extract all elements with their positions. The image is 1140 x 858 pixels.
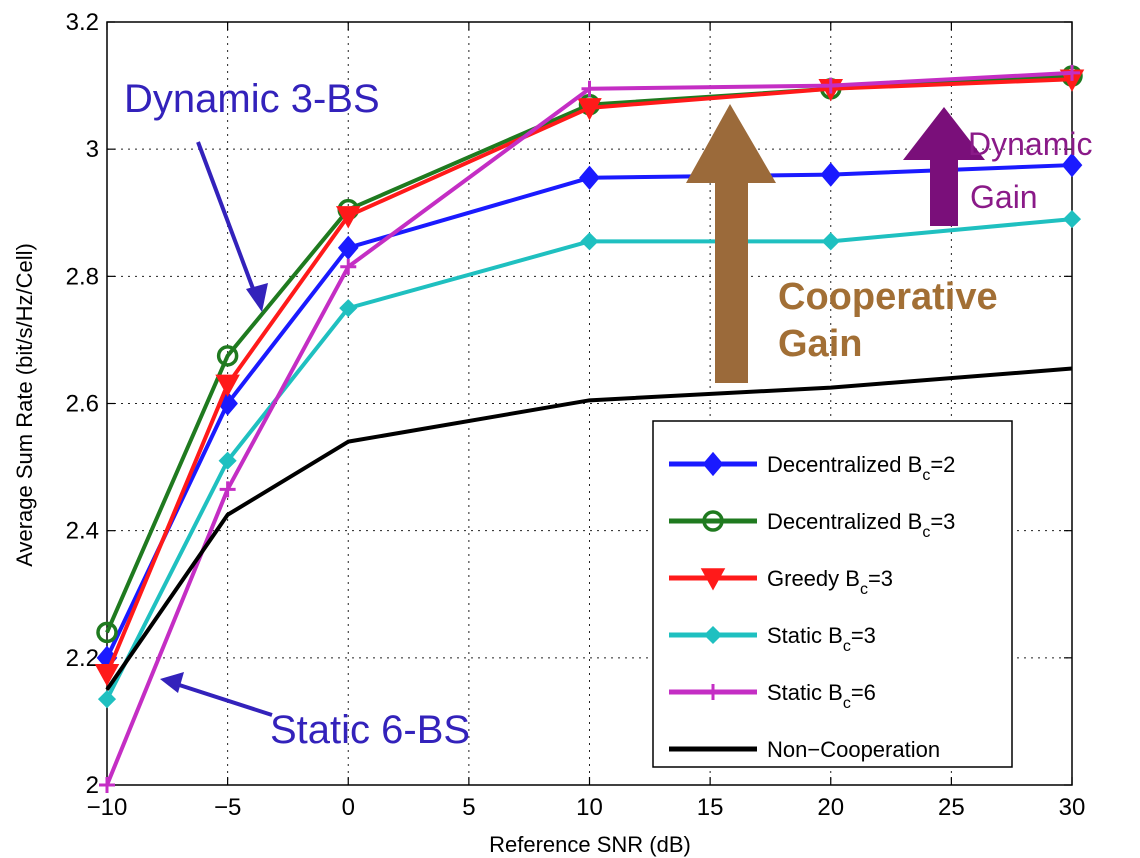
circle-marker xyxy=(216,345,239,367)
y-tick-label: 2.8 xyxy=(66,263,99,290)
cooperative-gain-arrow-head xyxy=(686,104,776,183)
annotation-dynamic: Dynamic xyxy=(968,126,1092,162)
series-line xyxy=(105,163,1073,659)
dynamic-3bs-arrow-line xyxy=(196,141,260,303)
triangle-marker xyxy=(335,206,361,229)
x-tick-label: 5 xyxy=(462,794,475,821)
series-6 xyxy=(105,366,1073,691)
triangle-marker xyxy=(577,98,602,121)
circle-marker xyxy=(96,621,118,644)
legend-label: Decentralized Bc=3 xyxy=(767,509,955,541)
y-tick-label: 2 xyxy=(86,772,99,799)
diamond-marker xyxy=(702,451,724,477)
diamond-marker xyxy=(337,235,359,260)
legend-item: Decentralized Bc=3 xyxy=(669,509,955,541)
x-tick-label: 0 xyxy=(342,794,355,821)
x-tick-label: 15 xyxy=(697,794,724,821)
legend-label: Static Bc=6 xyxy=(767,680,876,712)
annotation-dynamic-3bs: Dynamic 3-BS xyxy=(124,77,380,121)
legend-box xyxy=(652,420,1013,768)
legend-item: Decentralized Bc=2 xyxy=(669,451,955,484)
legend-label: Non−Cooperation xyxy=(767,737,940,762)
y-axis-label: Average Sum Rate (bit/s/Hz/Cell) xyxy=(12,243,37,567)
legend-item: Greedy Bc=3 xyxy=(669,566,893,598)
series-lines xyxy=(94,64,1085,793)
diamond-marker xyxy=(703,625,723,645)
diamond-marker xyxy=(97,690,117,709)
plus-marker xyxy=(705,684,721,700)
series-4 xyxy=(97,210,1082,709)
series-line xyxy=(105,77,1073,675)
diamond-marker xyxy=(339,299,358,318)
cooperative-gain-arrow-shaft xyxy=(715,183,748,383)
legend-label: Static Bc=3 xyxy=(767,623,876,655)
diamond-marker xyxy=(821,232,840,251)
dynamic-gain-arrow-head xyxy=(903,107,985,160)
plus-marker xyxy=(1064,64,1080,81)
x-tick-label: −10 xyxy=(87,794,128,821)
plus-marker xyxy=(99,777,115,793)
legend-item: Static Bc=3 xyxy=(669,623,876,655)
legend-label: Decentralized Bc=2 xyxy=(767,452,955,484)
diamond-marker xyxy=(218,451,237,470)
x-tick-label: 30 xyxy=(1059,794,1086,821)
x-axis-label: Reference SNR (dB) xyxy=(489,832,691,857)
triangle-marker xyxy=(700,568,726,591)
legend-item: Non−Cooperation xyxy=(669,737,940,762)
x-tick-label: 10 xyxy=(576,794,603,821)
y-tick-label: 2.4 xyxy=(66,518,99,545)
plus-marker xyxy=(219,481,236,498)
annotation-dynamic-gain: Gain xyxy=(970,179,1038,215)
static-6bs-arrow-line xyxy=(169,680,273,717)
diamond-marker xyxy=(1062,210,1082,229)
legend: Decentralized Bc=2 Decentralized Bc=3 Gree… xyxy=(652,420,1013,768)
x-tick-label: −5 xyxy=(214,794,241,821)
circle-marker xyxy=(702,510,724,532)
series-line xyxy=(105,70,1073,786)
diamond-marker xyxy=(580,232,599,251)
series-line xyxy=(105,366,1073,691)
plus-marker xyxy=(822,77,839,94)
legend-label: Greedy Bc=3 xyxy=(767,566,893,598)
dynamic-gain-arrow-shaft xyxy=(930,160,958,226)
triangle-marker xyxy=(215,374,240,397)
x-tick-label: 20 xyxy=(817,794,844,821)
diamond-marker xyxy=(1061,152,1083,178)
diamond-marker xyxy=(820,162,842,187)
annotation-static-6bs: Static 6-BS xyxy=(270,708,470,752)
annotations: Dynamic 3-BS Static 6-BS Cooperative Gain Dy… xyxy=(124,77,1092,752)
x-tick-label: 25 xyxy=(938,794,965,821)
y-tick-label: 2.6 xyxy=(66,391,99,418)
axis-ticks: −10 −5 0 5 10 15 20 25 30 2 2.2 2.4 2.6 2.8 3 3.2 xyxy=(66,9,1086,821)
series-1 xyxy=(96,152,1083,670)
series-line xyxy=(105,217,1073,701)
static-6bs-arrow-head xyxy=(160,672,184,693)
diamond-marker xyxy=(579,165,600,190)
dynamic-3bs-arrow-head xyxy=(246,283,268,312)
annotation-cooperative-gain: Gain xyxy=(778,323,862,365)
y-tick-label: 2.2 xyxy=(66,645,99,672)
legend-item: Static Bc=6 xyxy=(669,680,876,712)
plus-marker xyxy=(581,80,598,97)
y-tick-label: 3 xyxy=(86,136,99,163)
series-5 xyxy=(99,64,1080,793)
triangle-marker xyxy=(94,663,120,687)
y-tick-label: 3.2 xyxy=(66,9,99,36)
plus-marker xyxy=(340,258,357,275)
annotation-cooperative: Cooperative xyxy=(778,276,998,318)
